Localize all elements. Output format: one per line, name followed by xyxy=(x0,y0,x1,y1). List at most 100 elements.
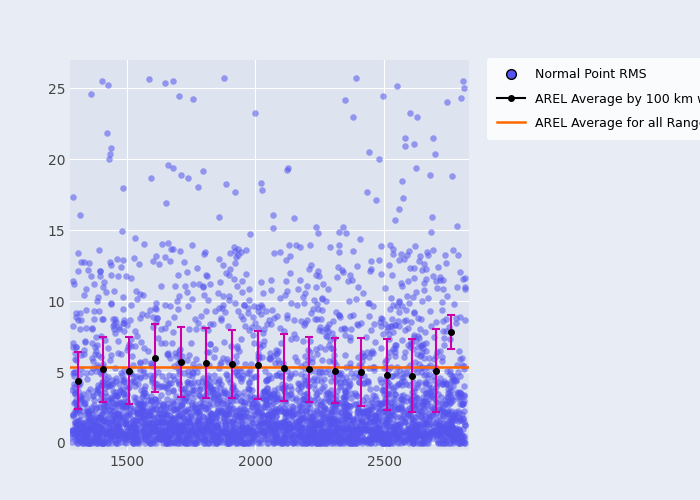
Point xyxy=(108,412,120,420)
Point xyxy=(407,420,418,428)
Point xyxy=(289,330,300,338)
Point xyxy=(400,316,411,324)
Point xyxy=(301,389,312,397)
Point xyxy=(84,414,95,422)
Point xyxy=(228,418,239,426)
Point xyxy=(121,424,132,432)
Point xyxy=(156,418,167,426)
Point xyxy=(172,397,183,405)
Point xyxy=(105,299,116,307)
Point xyxy=(281,439,293,447)
Point xyxy=(245,425,256,433)
Point xyxy=(196,312,207,320)
Point xyxy=(232,282,243,290)
Point xyxy=(200,392,211,400)
Point xyxy=(131,424,142,432)
Point xyxy=(102,382,113,390)
Point xyxy=(92,294,104,302)
Point xyxy=(306,415,317,423)
Point xyxy=(348,112,359,120)
Point xyxy=(204,382,216,390)
Point xyxy=(421,347,432,355)
Point xyxy=(375,400,386,407)
Point xyxy=(344,408,355,416)
Point xyxy=(416,416,428,424)
Point xyxy=(168,428,179,436)
Point xyxy=(174,247,186,255)
Point xyxy=(356,418,367,426)
Point xyxy=(162,435,173,443)
Point xyxy=(340,362,351,370)
Point xyxy=(342,432,354,440)
Point xyxy=(435,439,446,447)
Point xyxy=(373,429,384,437)
Point xyxy=(211,396,223,404)
Point xyxy=(356,426,368,434)
Point xyxy=(384,436,395,444)
Point xyxy=(99,426,110,434)
Point xyxy=(264,390,275,398)
Point xyxy=(165,439,176,447)
Point xyxy=(305,418,316,426)
Point xyxy=(312,394,323,402)
Point xyxy=(288,438,300,446)
Point xyxy=(71,313,82,321)
Point xyxy=(160,439,172,447)
Point xyxy=(305,396,316,404)
Point xyxy=(275,394,286,402)
Point xyxy=(69,390,80,398)
Point xyxy=(207,426,218,434)
Point xyxy=(270,431,281,439)
Point xyxy=(310,420,321,428)
Point xyxy=(303,438,314,446)
Point xyxy=(270,432,281,440)
Point xyxy=(147,312,158,320)
Point xyxy=(342,402,354,410)
Point xyxy=(414,256,425,264)
Point xyxy=(456,437,468,445)
Point xyxy=(160,432,171,440)
Point xyxy=(108,420,119,428)
Point xyxy=(338,430,349,438)
Point xyxy=(116,410,127,418)
Point xyxy=(416,397,428,405)
Point xyxy=(92,430,104,438)
Point xyxy=(237,429,248,437)
Point xyxy=(106,436,117,444)
Point xyxy=(241,370,253,378)
Point xyxy=(236,423,247,431)
Point xyxy=(392,316,403,324)
Point xyxy=(412,314,423,322)
Point xyxy=(78,399,89,407)
Point xyxy=(152,422,163,430)
Point xyxy=(107,417,118,425)
Point xyxy=(244,379,255,387)
Point xyxy=(93,422,104,430)
Point xyxy=(426,412,438,420)
Point xyxy=(280,395,291,403)
Point xyxy=(419,412,430,420)
Point xyxy=(354,400,365,407)
Point xyxy=(363,364,374,372)
Point xyxy=(321,420,332,428)
Point xyxy=(230,188,241,196)
Point xyxy=(112,422,123,430)
Point xyxy=(334,439,345,447)
Point xyxy=(107,378,118,386)
Point xyxy=(306,430,317,438)
Point xyxy=(109,436,120,444)
Point xyxy=(431,416,442,424)
Point xyxy=(365,406,377,413)
Point xyxy=(220,180,231,188)
Point xyxy=(183,397,194,405)
Point xyxy=(220,429,231,437)
Point xyxy=(96,77,107,85)
Point xyxy=(107,427,118,435)
Point xyxy=(146,174,157,182)
Point xyxy=(132,295,143,303)
Point xyxy=(238,428,249,436)
Point xyxy=(159,426,170,434)
Point xyxy=(410,392,421,400)
Point xyxy=(368,391,379,399)
Point xyxy=(398,318,409,326)
